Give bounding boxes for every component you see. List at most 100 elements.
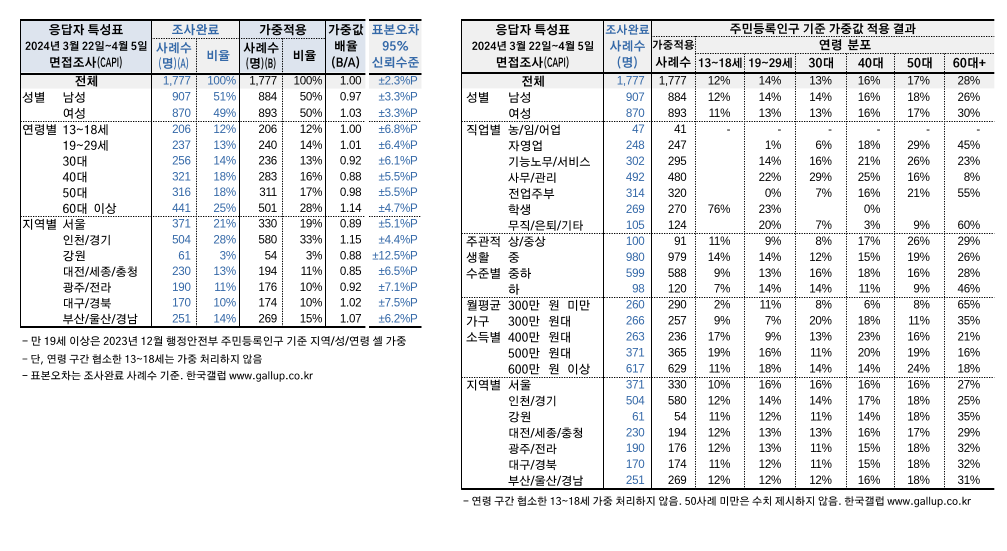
svg-text:13%: 13%: [809, 75, 831, 88]
svg-text:61: 61: [178, 249, 190, 262]
svg-text:-: -: [976, 123, 980, 136]
svg-text:28%: 28%: [300, 202, 322, 215]
svg-text:588: 588: [668, 267, 687, 280]
svg-text:47: 47: [632, 123, 644, 136]
svg-text:16%: 16%: [907, 267, 929, 280]
svg-text:12%: 12%: [708, 91, 730, 104]
svg-text:±5.1%P: ±5.1%P: [378, 218, 418, 231]
svg-text:±7.1%P: ±7.1%P: [378, 281, 418, 294]
svg-text:15%: 15%: [300, 312, 322, 325]
svg-text:20%: 20%: [759, 219, 781, 232]
svg-text:18%: 18%: [907, 474, 929, 487]
svg-text:18%: 18%: [907, 91, 929, 104]
svg-text:9%: 9%: [765, 331, 781, 344]
svg-text:174: 174: [668, 458, 687, 471]
svg-text:17%: 17%: [907, 75, 929, 88]
svg-text:290: 290: [668, 299, 687, 312]
svg-text:12%: 12%: [708, 394, 730, 407]
svg-text:311: 311: [259, 186, 277, 199]
svg-text:371: 371: [626, 347, 645, 360]
svg-text:302: 302: [626, 155, 645, 168]
svg-text:±5.5%P: ±5.5%P: [378, 186, 418, 199]
svg-text:16%: 16%: [858, 107, 880, 120]
svg-text:14%: 14%: [300, 139, 322, 152]
svg-text:27%: 27%: [958, 378, 980, 391]
svg-text:18%: 18%: [907, 458, 929, 471]
svg-text:580: 580: [258, 234, 277, 247]
svg-text:251: 251: [172, 312, 191, 325]
svg-text:14%: 14%: [759, 91, 781, 104]
svg-text:±5.5%P: ±5.5%P: [378, 170, 418, 183]
svg-text:269: 269: [258, 312, 277, 325]
svg-text:0.89: 0.89: [340, 218, 362, 231]
svg-text:60%: 60%: [958, 219, 980, 232]
svg-text:11%: 11%: [709, 410, 731, 423]
svg-text:16%: 16%: [907, 331, 929, 344]
svg-text:41: 41: [674, 123, 686, 136]
svg-text:19%: 19%: [708, 347, 730, 360]
svg-text:30%: 30%: [958, 107, 980, 120]
svg-text:1.00: 1.00: [340, 74, 362, 87]
svg-text:269: 269: [626, 203, 645, 216]
svg-text:236: 236: [668, 331, 687, 344]
svg-text:±3.3%P: ±3.3%P: [378, 107, 418, 120]
svg-text:0%: 0%: [864, 203, 880, 216]
svg-text:±3.3%P: ±3.3%P: [378, 91, 418, 104]
svg-text:49%: 49%: [213, 107, 235, 120]
svg-text:16%: 16%: [858, 187, 880, 200]
svg-text:16%: 16%: [907, 378, 929, 391]
svg-text:23%: 23%: [858, 331, 880, 344]
svg-text:32%: 32%: [958, 458, 980, 471]
svg-text:±7.5%P: ±7.5%P: [378, 297, 418, 310]
svg-text:9%: 9%: [714, 315, 730, 328]
svg-text:14%: 14%: [858, 410, 880, 423]
svg-text:13%: 13%: [809, 426, 831, 439]
svg-text:14%: 14%: [809, 394, 831, 407]
svg-text:15%: 15%: [858, 442, 880, 455]
svg-text:884: 884: [668, 91, 687, 104]
svg-text:76%: 76%: [708, 203, 730, 216]
svg-text:3%: 3%: [220, 249, 236, 262]
svg-text:884: 884: [258, 91, 277, 104]
svg-text:16%: 16%: [858, 474, 880, 487]
svg-text:8%: 8%: [964, 171, 980, 184]
svg-text:-: -: [926, 123, 930, 136]
svg-text:14%: 14%: [708, 251, 730, 264]
svg-text:10%: 10%: [300, 281, 322, 294]
svg-text:54: 54: [265, 249, 278, 262]
svg-text:98: 98: [632, 283, 644, 296]
svg-text:12%: 12%: [213, 123, 235, 136]
svg-text:11%: 11%: [810, 442, 832, 455]
svg-text:14%: 14%: [809, 91, 831, 104]
svg-text:330: 330: [258, 218, 277, 231]
svg-text:1,777: 1,777: [163, 74, 191, 87]
svg-text:14%: 14%: [759, 283, 781, 296]
svg-text:±4.7%P: ±4.7%P: [378, 202, 418, 215]
svg-text:580: 580: [668, 394, 687, 407]
svg-text:55%: 55%: [958, 187, 980, 200]
svg-text:35%: 35%: [958, 315, 980, 328]
svg-text:29%: 29%: [809, 171, 831, 184]
svg-text:±4.4%P: ±4.4%P: [378, 234, 418, 247]
svg-text:206: 206: [172, 123, 191, 136]
svg-text:8%: 8%: [815, 299, 831, 312]
svg-text:25%: 25%: [858, 171, 880, 184]
svg-text:617: 617: [626, 363, 645, 376]
svg-text:12%: 12%: [708, 75, 730, 88]
svg-text:12%: 12%: [708, 426, 730, 439]
svg-text:316: 316: [172, 186, 191, 199]
svg-text:371: 371: [626, 378, 645, 391]
svg-text:29%: 29%: [907, 139, 929, 152]
svg-text:16%: 16%: [858, 426, 880, 439]
svg-text:9%: 9%: [913, 219, 929, 232]
svg-text:237: 237: [172, 139, 191, 152]
svg-text:14%: 14%: [858, 363, 880, 376]
svg-text:19%: 19%: [907, 251, 929, 264]
svg-text:17%: 17%: [907, 426, 929, 439]
svg-text:1.02: 1.02: [340, 297, 362, 310]
svg-text:19%: 19%: [907, 347, 929, 360]
svg-text:240: 240: [258, 139, 277, 152]
svg-text:29%: 29%: [958, 235, 980, 248]
svg-text:13%: 13%: [759, 442, 781, 455]
svg-text:230: 230: [172, 265, 191, 278]
